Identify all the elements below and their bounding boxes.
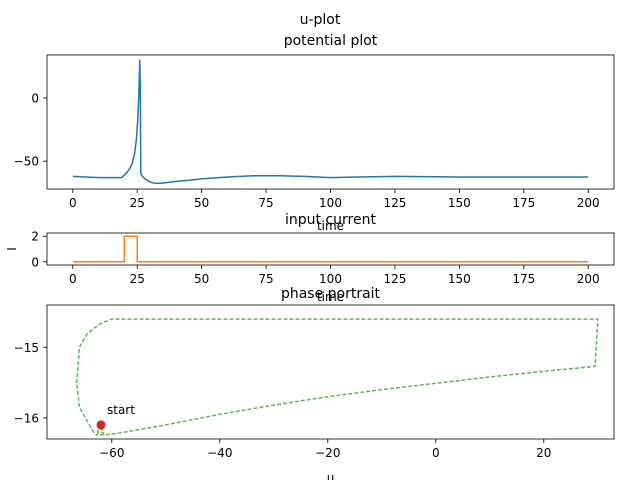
figure-suptitle: u-plot xyxy=(300,12,341,28)
potential-marks xyxy=(72,59,589,185)
potential-series-line xyxy=(72,59,589,185)
potential-x-tick-label: 100 xyxy=(319,196,342,210)
current-series-line xyxy=(72,235,589,263)
current-x-tick-label: 25 xyxy=(130,272,145,286)
phase-title: phase portrait xyxy=(281,286,381,302)
potential-x-tick-label: 75 xyxy=(258,196,273,210)
potential-x-tick-label: 125 xyxy=(383,196,406,210)
phase-x-tick-label: −40 xyxy=(207,446,232,460)
current-x-ticks: 0 25 50 75 100 125 150 175 200 xyxy=(69,265,600,286)
phase-marks: start xyxy=(75,318,599,436)
phase-y-ticks: −15 −16 xyxy=(14,341,47,425)
potential-x-ticks: 0 25 50 75 100 125 150 175 200 xyxy=(69,189,600,210)
current-x-tick-label: 150 xyxy=(448,272,471,286)
potential-x-tick-label: 50 xyxy=(194,196,209,210)
phase-panel: phase portrait start −60 −40 −20 0 20 −15 −16… xyxy=(14,286,615,480)
potential-panel: potential plot 0 25 50 75 100 125 150 175 200 0 −… xyxy=(14,33,615,233)
phase-y-tick-label: −15 xyxy=(14,341,39,355)
phase-y-tick-label: −16 xyxy=(14,411,39,425)
phase-x-tick-label: 0 xyxy=(432,446,440,460)
current-x-tick-label: 0 xyxy=(69,272,77,286)
potential-title: potential plot xyxy=(284,33,378,49)
current-axes-frame xyxy=(46,232,615,266)
phase-axes-frame xyxy=(46,304,615,440)
phase-xlabel: u xyxy=(327,471,335,480)
potential-x-tick-label: 25 xyxy=(130,196,145,210)
phase-start-marker xyxy=(96,420,106,430)
current-y-ticks: 02 xyxy=(31,230,47,269)
potential-axes-frame xyxy=(46,54,615,190)
potential-x-tick-label: 175 xyxy=(512,196,535,210)
potential-y-tick-label: −50 xyxy=(14,155,39,169)
current-x-tick-label: 75 xyxy=(258,272,273,286)
phase-x-ticks: −60 −40 −20 0 20 xyxy=(99,439,551,460)
potential-xlabel: time xyxy=(317,219,344,233)
current-x-tick-label: 200 xyxy=(577,272,600,286)
phase-x-tick-label: −20 xyxy=(315,446,340,460)
potential-y-tick-label: 0 xyxy=(31,91,39,105)
current-x-tick-label: 50 xyxy=(194,272,209,286)
current-y-tick-label: 2 xyxy=(31,230,39,244)
current-x-tick-label: 175 xyxy=(512,272,535,286)
current-x-tick-label: 125 xyxy=(383,272,406,286)
potential-y-ticks: 0 −50 xyxy=(14,91,47,169)
potential-x-tick-label: 150 xyxy=(448,196,471,210)
current-marks xyxy=(72,235,589,263)
current-xlabel: time xyxy=(317,290,344,304)
current-title: input current xyxy=(285,212,376,228)
potential-x-tick-label: 200 xyxy=(577,196,600,210)
phase-series-line xyxy=(75,318,599,436)
phase-x-tick-label: −60 xyxy=(99,446,124,460)
phase-start-label: start xyxy=(107,403,135,417)
phase-x-tick-label: 20 xyxy=(536,446,551,460)
potential-x-tick-label: 0 xyxy=(69,196,77,210)
current-panel: input current 0 25 50 75 100 125 150 175 200 02 … xyxy=(5,212,615,304)
current-y-tick-label: 0 xyxy=(31,255,39,269)
current-x-tick-label: 100 xyxy=(319,272,342,286)
current-ylabel: I xyxy=(5,247,19,251)
